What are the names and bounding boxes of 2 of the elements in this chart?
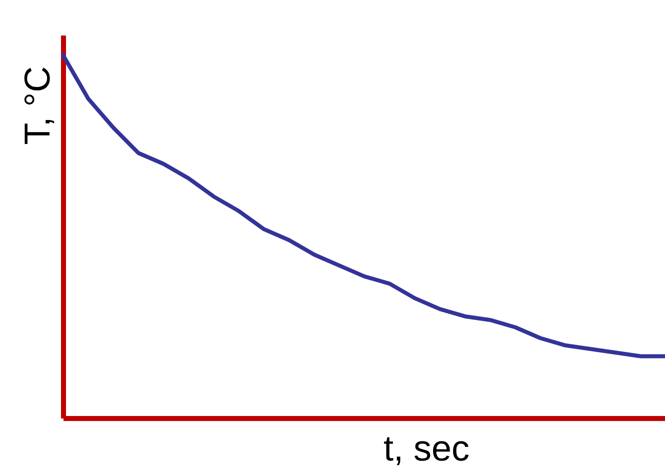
y-axis-title: T, °C [16,66,58,145]
x-axis-title: t, sec [383,428,470,468]
